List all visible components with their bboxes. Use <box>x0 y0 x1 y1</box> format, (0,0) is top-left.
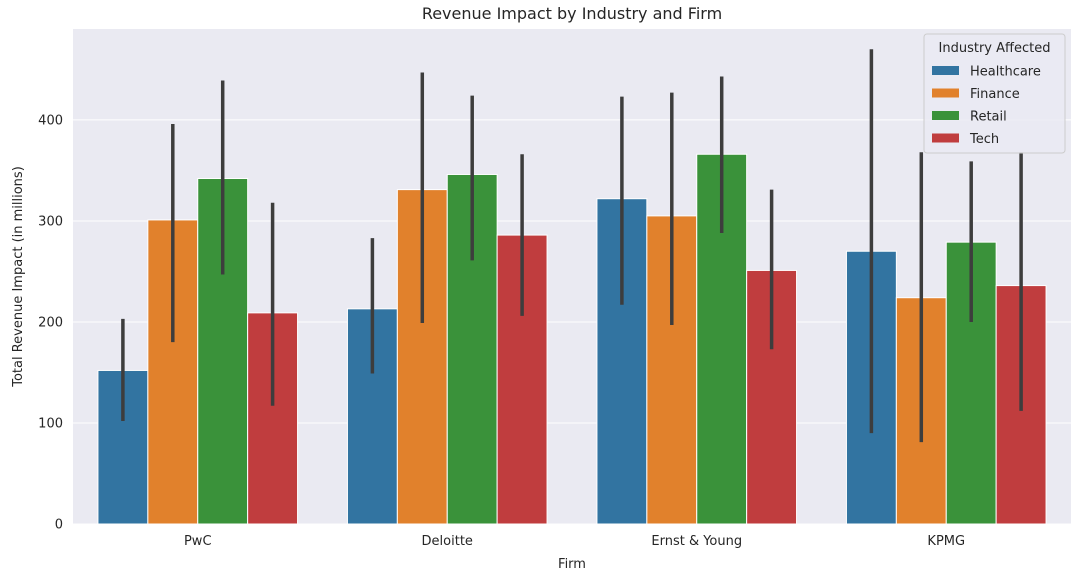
errorbars-group <box>121 49 1023 443</box>
y-tick-label: 0 <box>55 518 63 533</box>
legend-swatch-retail <box>932 111 959 120</box>
legend-box <box>923 33 1066 154</box>
x-axis-label: Firm <box>558 557 586 572</box>
legend-title: Industry Affected <box>939 41 1051 56</box>
legend-label-finance: Finance <box>970 87 1020 102</box>
bar-tech-0 <box>247 312 299 525</box>
legend-label-healthcare: Healthcare <box>970 65 1041 80</box>
legend-swatch-finance <box>932 88 959 98</box>
y-tick-label: 300 <box>38 214 63 229</box>
y-tick-label: 100 <box>38 416 63 431</box>
y-axis-label: Total Revenue Impact (in millions) <box>11 166 26 388</box>
x-tick-label: PwC <box>184 534 212 549</box>
legend-items: Healthcare Finance Retail Tech <box>932 65 1041 147</box>
x-tick-label: Ernst & Young <box>651 534 742 549</box>
x-tick-label: KPMG <box>927 534 965 549</box>
y-ticks-group: 0 100 200 300 400 <box>38 113 63 532</box>
x-ticks-group: PwC Deloitte Ernst & Young KPMG <box>184 534 965 549</box>
legend-swatch-tech <box>932 133 959 143</box>
legend-label-retail: Retail <box>970 110 1007 125</box>
y-tick-label: 200 <box>38 315 63 330</box>
legend-swatch-healthcare <box>932 66 959 75</box>
chart-title: Revenue Impact by Industry and Firm <box>422 4 722 23</box>
y-tick-label: 400 <box>38 113 63 128</box>
legend-label-tech: Tech <box>969 132 999 147</box>
legend: Industry Affected Healthcare Finance Retai… <box>923 33 1066 154</box>
x-tick-label: Deloitte <box>422 534 473 549</box>
